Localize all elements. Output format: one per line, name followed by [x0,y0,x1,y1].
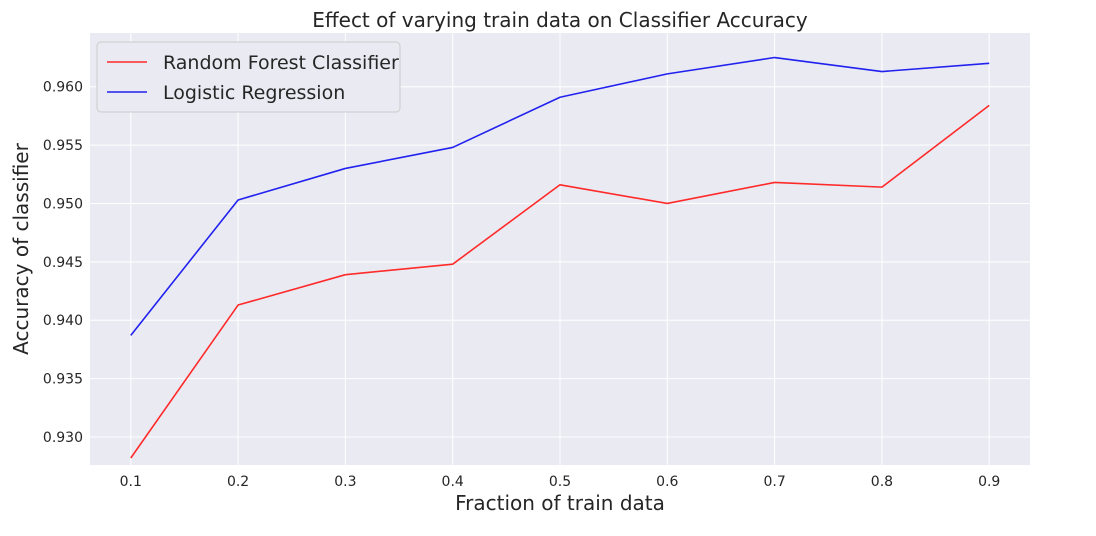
x-tick-label: 0.8 [871,474,893,490]
y-tick-label: 0.960 [43,80,83,96]
y-axis-label: Accuracy of classifier [9,142,33,354]
x-tick-label: 0.9 [978,474,1000,490]
x-axis-label: Fraction of train data [455,491,665,515]
y-tick-label: 0.940 [43,313,83,329]
x-tick-label: 0.3 [334,474,356,490]
legend-box [96,41,401,113]
series-line-logistic-regression [130,56,990,336]
x-tick-label: 0.7 [763,474,785,490]
chart-title: Effect of varying train data on Classifi… [312,8,808,32]
series-line-random-forest-classifier [130,104,990,459]
legend-label-logistic-regression: Logistic Regression [163,82,345,104]
x-tick-label: 0.5 [549,474,571,490]
y-tick-label: 0.930 [43,430,83,446]
series-layer [130,56,990,459]
y-tick-label: 0.950 [43,196,83,212]
y-tick-label: 0.935 [43,372,83,388]
tick-labels: 0.1 0.2 0.3 0.4 0.5 0.6 0.7 0.8 0.9 0.930 0.935 0.9… [43,80,1000,490]
legend-label-random-forest: Random Forest Classifier [163,52,399,74]
y-tick-label: 0.945 [43,255,83,271]
legend: Random Forest Classifier Logistic Regres… [96,41,401,113]
x-tick-label: 0.2 [227,474,249,490]
x-tick-label: 0.4 [442,474,464,490]
x-tick-label: 0.6 [656,474,678,490]
x-tick-label: 0.1 [120,474,142,490]
y-tick-label: 0.955 [43,138,83,154]
